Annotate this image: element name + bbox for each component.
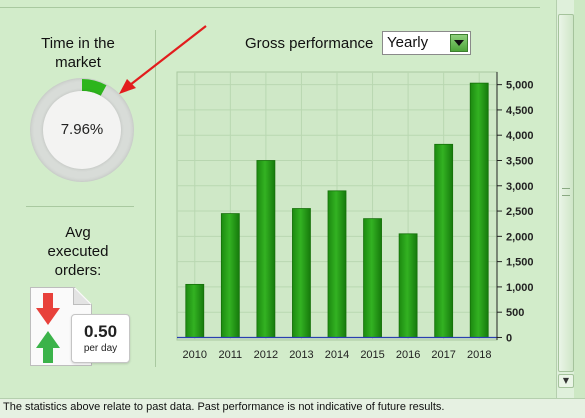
avg-orders-value-box: 0.50 per day — [71, 314, 130, 363]
column-divider — [155, 30, 156, 367]
y-tick-label: 0 — [506, 332, 512, 344]
x-tick-label: 2015 — [360, 349, 384, 361]
time-in-market-title-line1: Time in the — [41, 35, 115, 52]
chevron-down-icon — [454, 40, 464, 46]
bar — [292, 208, 311, 338]
gauge-arc — [81, 79, 107, 96]
x-tick-label: 2014 — [325, 349, 349, 361]
y-tick-label: 2,500 — [506, 206, 534, 218]
y-tick-label: 5,000 — [506, 80, 534, 92]
time-in-market-title-line2: market — [55, 54, 101, 71]
x-tick-label: 2017 — [431, 349, 455, 361]
gauge-fill — [81, 79, 107, 96]
x-tick-label: 2010 — [183, 349, 207, 361]
period-dropdown[interactable]: Yearly — [382, 31, 471, 55]
gauge-center — [43, 91, 121, 169]
vertical-scrollbar[interactable]: ▼ — [556, 0, 574, 398]
y-tick-label: 2,000 — [506, 231, 534, 243]
x-tick-label: 2013 — [289, 349, 313, 361]
bar — [185, 283, 205, 338]
y-tick-label: 1,500 — [506, 257, 534, 269]
time-in-market-value: 7.96% — [60, 121, 104, 138]
avg-orders-unit: per day — [83, 343, 118, 354]
scrollbar-grip-icon — [562, 188, 570, 196]
arrow-down-icon — [36, 293, 60, 325]
y-tick-label: 500 — [506, 307, 524, 319]
time-in-market-gauge: 7.96% — [30, 78, 134, 182]
arrow-up-icon — [36, 331, 60, 363]
scrollbar-thumb[interactable] — [558, 14, 574, 372]
gross-performance-title: Gross performance — [245, 35, 374, 52]
time-in-market-title: Time in the market — [25, 34, 131, 72]
status-bar: The statistics above relate to past data… — [0, 398, 585, 418]
avg-orders-value: 0.50 — [83, 322, 118, 341]
x-tick-label: 2012 — [254, 349, 278, 361]
dropdown-toggle-button[interactable] — [450, 34, 468, 52]
gross-performance-chart: 0 500 1,000 1,500 2,000 2,500 3,000 3,500 4,000 4… — [176, 71, 534, 361]
y-tick-label: 4,500 — [506, 105, 534, 117]
bar — [256, 160, 276, 338]
bar — [363, 218, 382, 338]
bar — [220, 213, 240, 338]
y-tick-label: 3,500 — [506, 155, 534, 167]
disclaimer-text: The statistics above relate to past data… — [3, 401, 445, 413]
bar — [398, 233, 418, 338]
avg-orders-title-line3: orders: — [54, 262, 102, 279]
period-selected-value: Yearly — [387, 34, 429, 51]
x-tick-label: 2018 — [467, 349, 491, 361]
section-divider — [26, 206, 134, 207]
bar — [434, 143, 454, 338]
top-divider — [0, 7, 540, 8]
avg-orders-title-line1: Avg — [65, 224, 91, 241]
x-tick-label: 2011 — [219, 349, 243, 361]
bar — [327, 190, 347, 338]
y-tick-label: 4,000 — [506, 130, 534, 142]
scroll-down-button[interactable]: ▼ — [558, 374, 574, 388]
pointer-arrow-icon — [119, 25, 207, 94]
statistics-panel: Time in the market 7.96% Avg executed or… — [0, 7, 540, 367]
y-tick-label: 1,000 — [506, 282, 534, 294]
avg-orders-title: Avg executed orders: — [25, 223, 131, 280]
avg-orders-title-line2: executed — [47, 243, 109, 260]
bar — [469, 82, 489, 338]
x-tick-label: 2016 — [396, 349, 420, 361]
y-tick-label: 3,000 — [506, 181, 534, 193]
